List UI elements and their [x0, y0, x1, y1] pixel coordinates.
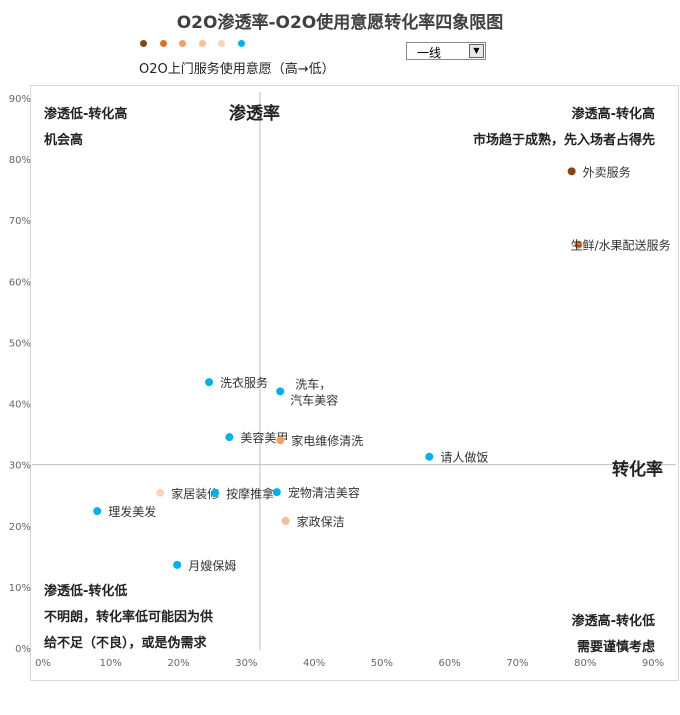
data-point	[211, 488, 220, 497]
x-tick-label: 0%	[35, 658, 51, 669]
x-tick-label: 30%	[235, 658, 257, 669]
y-axis-title: 渗透率	[229, 104, 280, 124]
legend-dot	[140, 40, 147, 47]
y-tick-label: 90%	[9, 94, 31, 105]
data-point	[567, 167, 576, 176]
quadrant-bottom-right-title: 渗透高-转化低	[571, 614, 655, 629]
quadrant-top-left-title: 渗透低-转化高	[44, 107, 128, 122]
data-point	[205, 378, 214, 387]
data-label: 宠物清洁美容	[288, 485, 360, 500]
data-label: 请人做饭	[440, 450, 488, 465]
data-label: 理发美发	[108, 504, 156, 519]
data-point	[425, 452, 434, 461]
y-tick-label: 70%	[9, 216, 31, 227]
legend-dot	[179, 40, 186, 47]
x-tick-label: 60%	[439, 658, 461, 669]
data-label: 家电维修清洗	[291, 433, 363, 448]
data-point	[272, 488, 281, 497]
x-tick-label: 40%	[303, 658, 325, 669]
data-label: 外卖服务	[583, 164, 631, 179]
data-label: 汽车美容	[290, 392, 338, 407]
quadrant-bottom-left-note-2: 给不足（不良），或是伪需求	[44, 636, 207, 651]
x-axis-title: 转化率	[612, 460, 663, 480]
quadrant-top-right-title: 渗透高-转化高	[571, 107, 655, 122]
legend-dot	[237, 40, 245, 47]
chart-title: O2O渗透率-O2O使用意愿转化率四象限图	[176, 13, 504, 33]
data-point	[156, 488, 165, 497]
y-tick-label: 30%	[9, 461, 31, 472]
data-label: 按摩推拿	[226, 486, 274, 501]
y-tick-label: 80%	[9, 155, 31, 166]
x-tick-label: 20%	[167, 658, 189, 669]
legend-label: O2O上门服务使用意愿（高→低）	[139, 62, 335, 77]
quadrant-top-right-note: 市场趋于成熟，先入场者占得先	[472, 133, 655, 148]
data-label: 美容美甲	[240, 430, 288, 445]
chevron-down-icon[interactable]: ▼	[469, 44, 484, 58]
quadrant-bottom-left-title: 渗透低-转化低	[44, 584, 128, 599]
legend-dot	[198, 40, 206, 47]
data-label: 生鲜/水果配送服务	[570, 238, 670, 253]
x-tick-label: 50%	[371, 658, 393, 669]
quadrant-top-left-note: 机会高	[44, 133, 84, 148]
data-label: 洗车，	[295, 376, 331, 391]
data-point	[276, 387, 285, 396]
data-point	[225, 433, 234, 442]
data-label: 家居装修	[171, 486, 219, 501]
legend-dot	[159, 40, 167, 47]
data-point	[173, 560, 182, 569]
data-point	[281, 516, 290, 525]
data-label: 洗衣服务	[220, 375, 268, 390]
data-point	[93, 507, 102, 516]
quadrant-bottom-left-note-1: 不明朗，转化率低可能因为供	[44, 610, 214, 625]
data-label: 月嫂保姆	[188, 559, 236, 573]
x-tick-label: 90%	[642, 658, 664, 669]
y-tick-label: 0%	[15, 644, 31, 655]
data-point	[276, 436, 285, 445]
y-tick-label: 60%	[9, 277, 31, 288]
y-tick-label: 10%	[9, 583, 31, 594]
y-tick-label: 50%	[9, 338, 31, 349]
select-value: 一线	[417, 46, 442, 60]
data-label: 家政保洁	[297, 514, 345, 529]
y-tick-label: 20%	[9, 522, 31, 533]
quadrant-bottom-right-note: 需要谨慎考虑	[576, 640, 655, 655]
city-tier-select[interactable]: 一线 ▼	[406, 42, 486, 60]
y-tick-label: 40%	[9, 400, 31, 411]
data-point	[574, 240, 583, 249]
x-tick-label: 80%	[574, 658, 596, 669]
x-tick-label: 70%	[506, 658, 528, 669]
plot-frame	[30, 85, 679, 681]
x-tick-label: 10%	[100, 658, 122, 669]
legend-dot	[218, 40, 225, 47]
